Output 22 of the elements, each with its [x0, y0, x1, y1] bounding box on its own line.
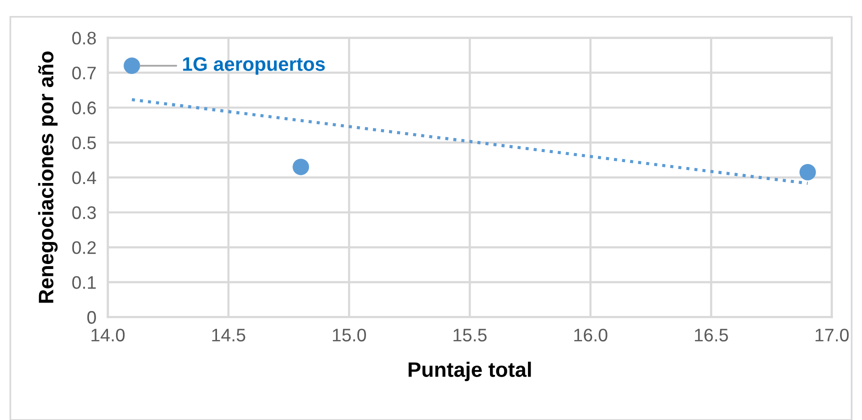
y-tick-label: 0.4 [72, 171, 96, 184]
y-tick-label: 0.7 [72, 66, 96, 80]
y-axis-title: Renegociaciones por año [38, 51, 58, 303]
y-tick-label: 0.5 [72, 136, 96, 150]
annotation: 1G aeropuertos [183, 57, 325, 75]
x-tick-label: 17.0 [816, 328, 849, 342]
x-tick-label: 14.0 [92, 328, 125, 342]
point [124, 58, 140, 74]
y-tick-label: 0.3 [72, 206, 96, 220]
x-tick-label: 14.5 [212, 328, 246, 342]
x-tick-label: 16.0 [574, 328, 608, 342]
x-tick-label: 16.5 [694, 328, 728, 342]
y-tick-label: 0 [87, 311, 96, 324]
y-tick-label: 0.1 [72, 276, 96, 289]
x-tick-label: 15.5 [454, 328, 487, 342]
y-tick-label: 0.2 [72, 241, 96, 254]
x-tick-label: 15.0 [332, 328, 366, 342]
y-tick-label: 0.6 [72, 102, 96, 114]
x-axis-title: Puntaje total [408, 362, 531, 382]
point [799, 164, 816, 180]
point [292, 158, 310, 176]
y-tick-label: 0.8 [72, 32, 96, 45]
